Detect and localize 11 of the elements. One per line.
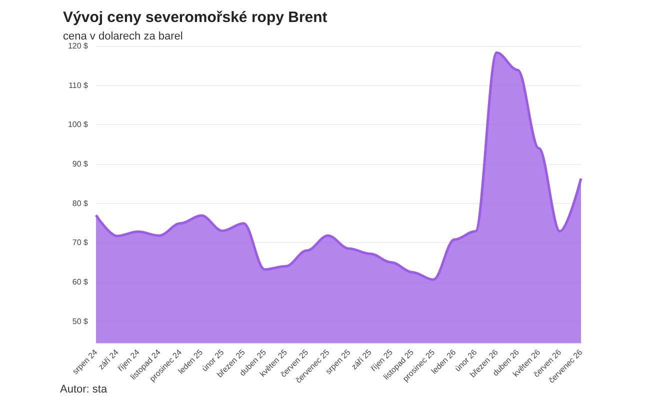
y-tick-label: 100 $ bbox=[68, 120, 89, 130]
y-tick-label: 120 $ bbox=[68, 42, 89, 50]
chart-title: Vývoj ceny severomořské ropy Brent bbox=[63, 9, 328, 26]
text: Autor: sta bbox=[60, 384, 108, 396]
y-tick-label: 90 $ bbox=[72, 160, 89, 169]
chart-subtitle: cena v dolarech za barel bbox=[63, 30, 183, 42]
y-tick-label: 50 $ bbox=[72, 316, 89, 326]
y-tick-label: 110 $ bbox=[68, 80, 89, 90]
y-tick-label: 70 $ bbox=[72, 238, 89, 248]
y-tick-label: 80 $ bbox=[72, 198, 89, 208]
y-tick-label: 60 $ bbox=[72, 278, 89, 287]
